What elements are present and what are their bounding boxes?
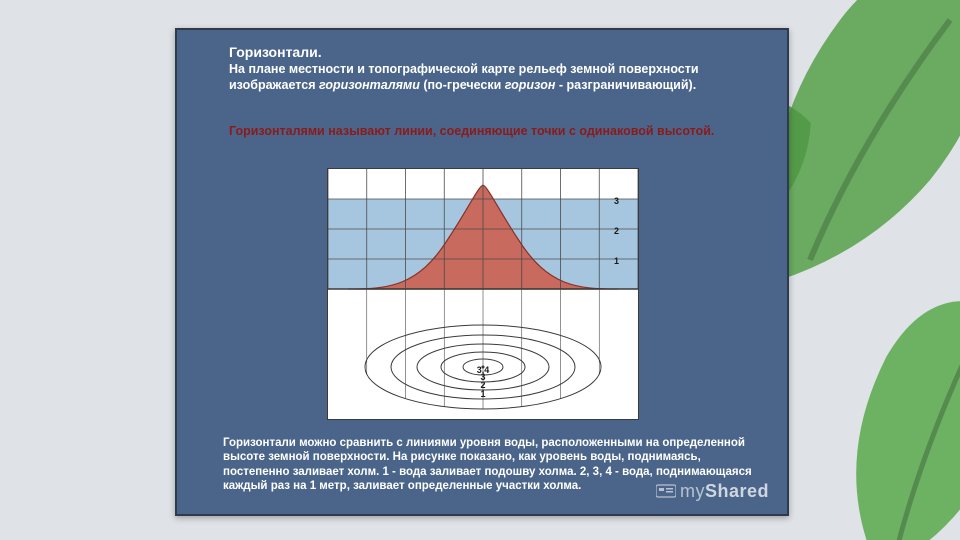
contour-figure: 1231233,4: [327, 168, 639, 420]
text: - разграничивающий).: [555, 78, 696, 92]
slide-para-1: На плане местности и топографической кар…: [229, 62, 739, 93]
brand-watermark: myShared: [656, 481, 769, 504]
slide-panel: Горизонтали. На плане местности и топогр…: [175, 28, 789, 516]
text: (по-гречески: [420, 78, 505, 92]
svg-text:2: 2: [614, 226, 619, 236]
brand-icon: [656, 483, 676, 504]
slide-para-2: Горизонталями называют линии, соединяющи…: [229, 124, 749, 140]
text-em: горизон: [505, 78, 556, 92]
page-root: { "canvas": { "width": 960, "height": 54…: [0, 0, 960, 540]
brand-prefix: my: [680, 481, 705, 501]
text-em: горизонталями: [319, 78, 420, 92]
svg-text:1: 1: [614, 256, 619, 266]
svg-text:3: 3: [614, 196, 619, 206]
slide-title: Горизонтали.: [229, 44, 322, 62]
leaf-decor: [809, 285, 960, 540]
figure-svg: 1231233,4: [328, 169, 638, 419]
brand-suffix: Shared: [705, 481, 769, 501]
